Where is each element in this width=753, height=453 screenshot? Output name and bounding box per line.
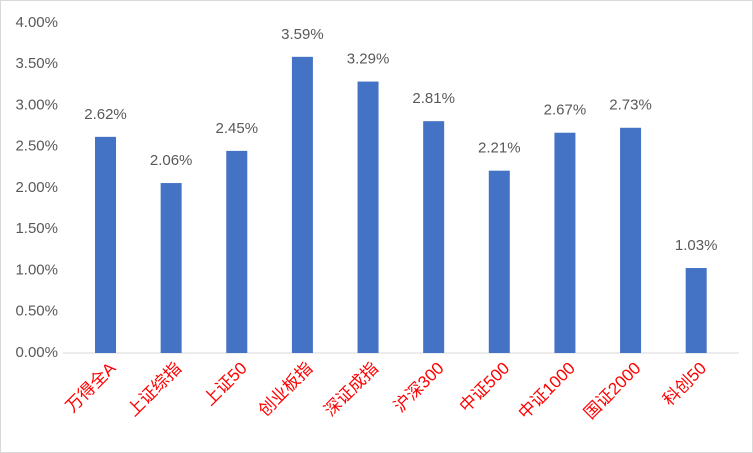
data-label: 3.59%	[281, 26, 324, 43]
bar	[226, 150, 248, 353]
bar	[554, 132, 576, 353]
y-tick-label: 2.50%	[15, 138, 58, 155]
y-tick-label: 0.50%	[15, 303, 58, 320]
bar	[685, 268, 707, 353]
bar	[95, 136, 117, 353]
data-label: 2.73%	[609, 97, 652, 114]
y-tick-label: 1.50%	[15, 220, 58, 237]
bar	[291, 56, 313, 353]
data-label: 2.62%	[84, 106, 127, 123]
y-tick-label: 1.00%	[15, 261, 58, 278]
bar	[357, 81, 379, 353]
data-label: 3.29%	[347, 51, 390, 68]
y-tick-label: 3.50%	[15, 55, 58, 72]
bar	[620, 127, 642, 354]
y-tick-label: 2.00%	[15, 179, 58, 196]
bar	[160, 183, 182, 353]
data-label: 2.45%	[216, 120, 259, 137]
y-tick-label: 0.00%	[15, 344, 58, 361]
bar	[488, 170, 510, 353]
data-label: 2.67%	[544, 102, 587, 119]
y-tick-label: 3.00%	[15, 96, 58, 113]
y-tick-label: 4.00%	[15, 14, 58, 31]
data-label: 2.06%	[150, 152, 193, 169]
bar	[423, 121, 445, 353]
data-label: 1.03%	[675, 237, 718, 254]
data-label: 2.81%	[412, 90, 455, 107]
data-label: 2.21%	[478, 140, 521, 157]
